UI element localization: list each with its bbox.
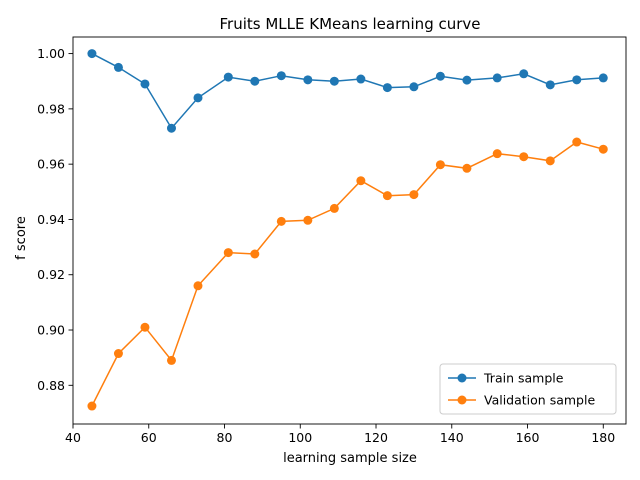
series-1-point — [545, 156, 555, 166]
series-1-point — [223, 248, 233, 258]
series-0-point — [113, 62, 123, 72]
plot-area: 40 60 80 100 120 140 160 180 0.88 0.90 0.92 0.94 0.9… — [37, 36, 627, 445]
series-1-point — [166, 355, 176, 365]
x-tick-label: 60 — [141, 430, 157, 445]
series-0-point — [166, 123, 176, 133]
x-axis-label: learning sample size — [283, 451, 417, 466]
series-1-point — [382, 191, 392, 201]
series-0-point — [250, 76, 260, 86]
y-tick-label: 0.98 — [37, 101, 65, 116]
series-1-point — [598, 144, 608, 154]
series-0-point — [409, 82, 419, 92]
x-tick-label: 80 — [217, 430, 233, 445]
series-0-point — [276, 71, 286, 81]
series-0-point — [329, 76, 339, 86]
y-tick-label: 0.88 — [37, 378, 65, 393]
series-0-point — [140, 79, 150, 89]
x-tick-label: 140 — [440, 430, 464, 445]
x-tick-label: 100 — [288, 430, 312, 445]
legend: Train sample Validation sample — [439, 363, 617, 415]
x-tick-label: 180 — [591, 430, 615, 445]
series-1-point — [193, 281, 203, 291]
series-0-point — [572, 75, 582, 85]
series-0-line — [91, 52, 604, 130]
legend-marker-1 — [457, 395, 467, 405]
series-0-point — [303, 75, 313, 85]
series-1-point — [409, 190, 419, 200]
series-1-point — [435, 160, 445, 170]
y-tick-label: 0.92 — [37, 267, 65, 282]
y-tick-label: 0.90 — [37, 323, 65, 338]
legend-box — [439, 363, 617, 415]
x-tick-label: 120 — [364, 430, 388, 445]
series-0-point — [519, 69, 529, 79]
series-0-point — [545, 80, 555, 90]
chart-title: Fruits MLLE KMeans learning curve — [219, 15, 480, 33]
y-tick-label: 0.94 — [37, 212, 65, 227]
series-1-point — [519, 152, 529, 162]
series-0-point — [492, 73, 502, 83]
series-1-point — [492, 149, 502, 159]
x-tick-label: 40 — [65, 430, 81, 445]
x-tick-label: 160 — [516, 430, 540, 445]
series-0-point — [87, 49, 97, 59]
series-0-point — [435, 71, 445, 81]
series-1-point — [250, 249, 260, 259]
y-tick-label: 1.00 — [37, 46, 65, 61]
series-0-point — [223, 72, 233, 82]
y-tick-label: 0.96 — [37, 157, 65, 172]
legend-marker-0 — [457, 373, 467, 383]
legend-label-1: Validation sample — [484, 393, 595, 408]
series-0-point — [382, 83, 392, 93]
axes-frame — [72, 36, 627, 425]
series-1-point — [113, 349, 123, 359]
series-1-point — [276, 216, 286, 226]
series-1-point — [329, 203, 339, 213]
series-1-point — [87, 401, 97, 411]
series-1-point — [572, 137, 582, 147]
series-0-point — [462, 75, 472, 85]
series-1-point — [140, 322, 150, 332]
series-0-point — [356, 74, 366, 84]
series-0-point — [193, 93, 203, 103]
series-1-point — [303, 215, 313, 225]
legend-label-0: Train sample — [483, 371, 564, 386]
series-1-point — [462, 163, 472, 173]
series-0-point — [598, 73, 608, 83]
y-axis-label: f score — [14, 216, 29, 260]
series-1-point — [356, 176, 366, 186]
